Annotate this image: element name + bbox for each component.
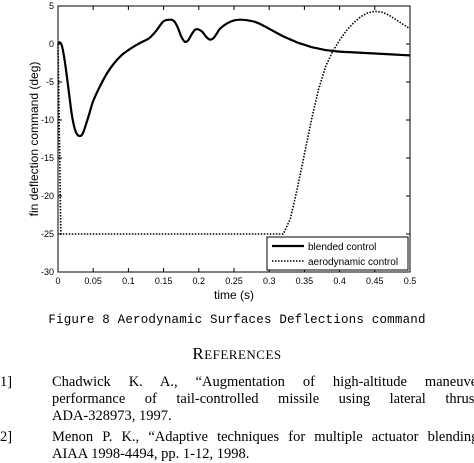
chart: 0 0.05 0.1 0.15 0.2 0.25 0.3 0.35 0.4 0.45 0.5 50-…: [27, 1, 416, 302]
references-heading-rest: EFERENCES: [204, 347, 282, 362]
series-blended-control-line: [57, 18, 411, 138]
x-tick-label: 0.35: [296, 276, 314, 286]
reference-number: 2]: [0, 429, 13, 445]
x-tick-label: 0: [55, 276, 60, 286]
x-tick-label: 0.4: [333, 276, 346, 286]
y-axis-label: fin deflection command (deg): [27, 62, 41, 217]
x-tick-label: 0.15: [155, 276, 173, 286]
reference-line: AIAA 1998-4494, pp. 1-12, 1998.: [52, 446, 250, 462]
y-axis-ticks: 5 0 -5 -10 -15 -20 -25 -30: [41, 1, 410, 277]
series-aerodynamic-control-line: [57, 10, 411, 235]
legend-label-blended: blended control: [308, 242, 376, 253]
x-tick-label: 0.45: [366, 276, 384, 286]
x-tick-label: 0.2: [193, 276, 206, 286]
references-heading: REFERENCES: [0, 344, 474, 364]
reference-text: Menon P. K., “Adaptive techniques for mu…: [52, 429, 474, 463]
reference-line: Menon P. K., “Adaptive techniques for mu…: [52, 429, 474, 445]
y-tick-label: 0: [49, 39, 54, 49]
reference-text: Chadwick K. A., “Augmentation of high-al…: [52, 374, 474, 425]
x-tick-label: 0.05: [84, 276, 102, 286]
reference-line: Chadwick K. A., “Augmentation of high-al…: [52, 374, 474, 390]
legend: blended control aerodynamic control: [266, 236, 409, 271]
x-axis-label: time (s): [214, 288, 254, 302]
y-tick-label: -30: [41, 267, 54, 277]
x-tick-label: 0.3: [263, 276, 276, 286]
y-tick-label: -20: [41, 191, 54, 201]
x-tick-label: 0.1: [122, 276, 135, 286]
reference-number: 1]: [0, 374, 13, 390]
x-tick-label: 0.5: [404, 276, 417, 286]
x-tick-label: 0.25: [225, 276, 243, 286]
reference-line: performance of tail-controlled missile u…: [52, 391, 474, 407]
y-tick-label: -5: [46, 77, 54, 87]
reference-line: ADA-328973, 1997.: [52, 408, 172, 424]
legend-box: [266, 236, 409, 271]
figure-caption: Figure 8 Aerodynamic Surfaces Deflection…: [48, 313, 426, 327]
plot-frame: [57, 5, 411, 273]
y-tick-label: -15: [41, 153, 54, 163]
y-tick-label: -10: [41, 115, 54, 125]
x-axis-ticks: 0 0.05 0.1 0.15 0.2 0.25 0.3 0.35 0.4 0.45 0.5: [55, 6, 416, 286]
y-tick-label: -25: [41, 229, 54, 239]
references-heading-initial: R: [192, 344, 205, 363]
y-tick-label: 5: [49, 1, 54, 11]
legend-label-aerodynamic: aerodynamic control: [308, 257, 398, 268]
